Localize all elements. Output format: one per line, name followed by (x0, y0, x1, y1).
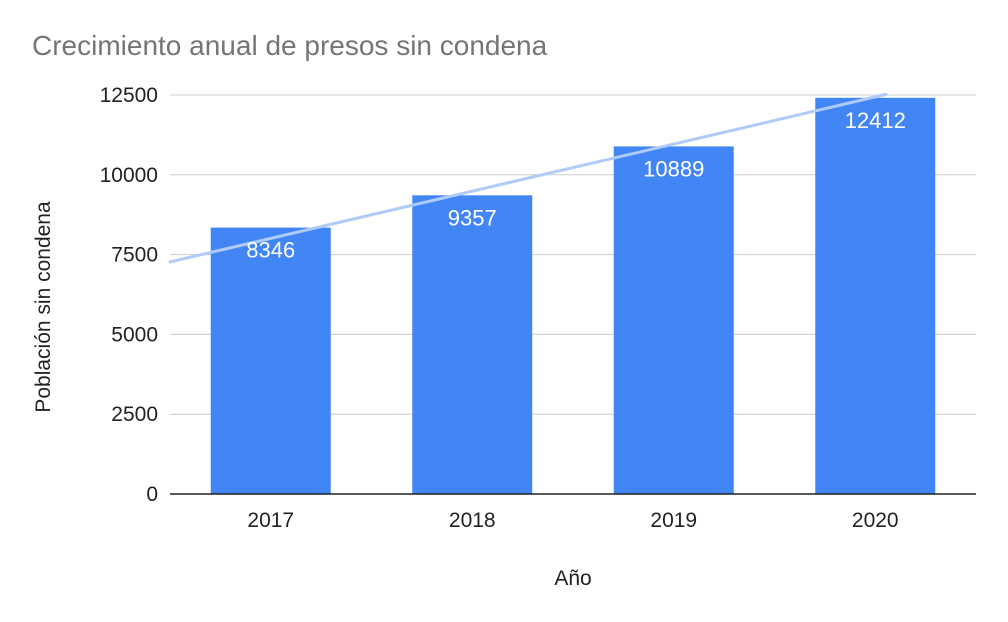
y-tick-label: 7500 (111, 244, 158, 267)
data-label: 10889 (643, 156, 704, 181)
data-label: 12412 (845, 108, 906, 133)
data-label: 8346 (246, 238, 295, 263)
x-tick-label: 2019 (650, 509, 697, 532)
x-axis-title: Año (554, 567, 591, 590)
y-tick-label: 0 (146, 483, 158, 506)
y-tick-label: 10000 (100, 164, 158, 187)
y-tick-label: 12500 (100, 84, 158, 107)
y-tick-label: 5000 (111, 323, 158, 346)
bars (210, 97, 936, 494)
data-labels: 8346 9357 10889 12412 (246, 108, 906, 263)
trendline (168, 92, 888, 264)
y-tick-label: 2500 (111, 403, 158, 426)
bar-2019 (613, 146, 734, 494)
bar-2017 (210, 227, 331, 494)
x-tick-label: 2017 (247, 509, 294, 532)
trendline-layer (168, 92, 888, 264)
bar-2018 (412, 195, 533, 494)
bar-2020 (815, 97, 936, 494)
y-axis-title: Población sin condena (32, 201, 55, 413)
x-tick-label: 2020 (852, 509, 899, 532)
axes: 0 2500 5000 7500 10000 12500 2017 2018 2019 2020 (100, 84, 976, 532)
x-tick-label: 2018 (449, 509, 496, 532)
chart-title: Crecimiento anual de presos sin condena (32, 30, 548, 61)
data-label: 9357 (448, 205, 497, 230)
